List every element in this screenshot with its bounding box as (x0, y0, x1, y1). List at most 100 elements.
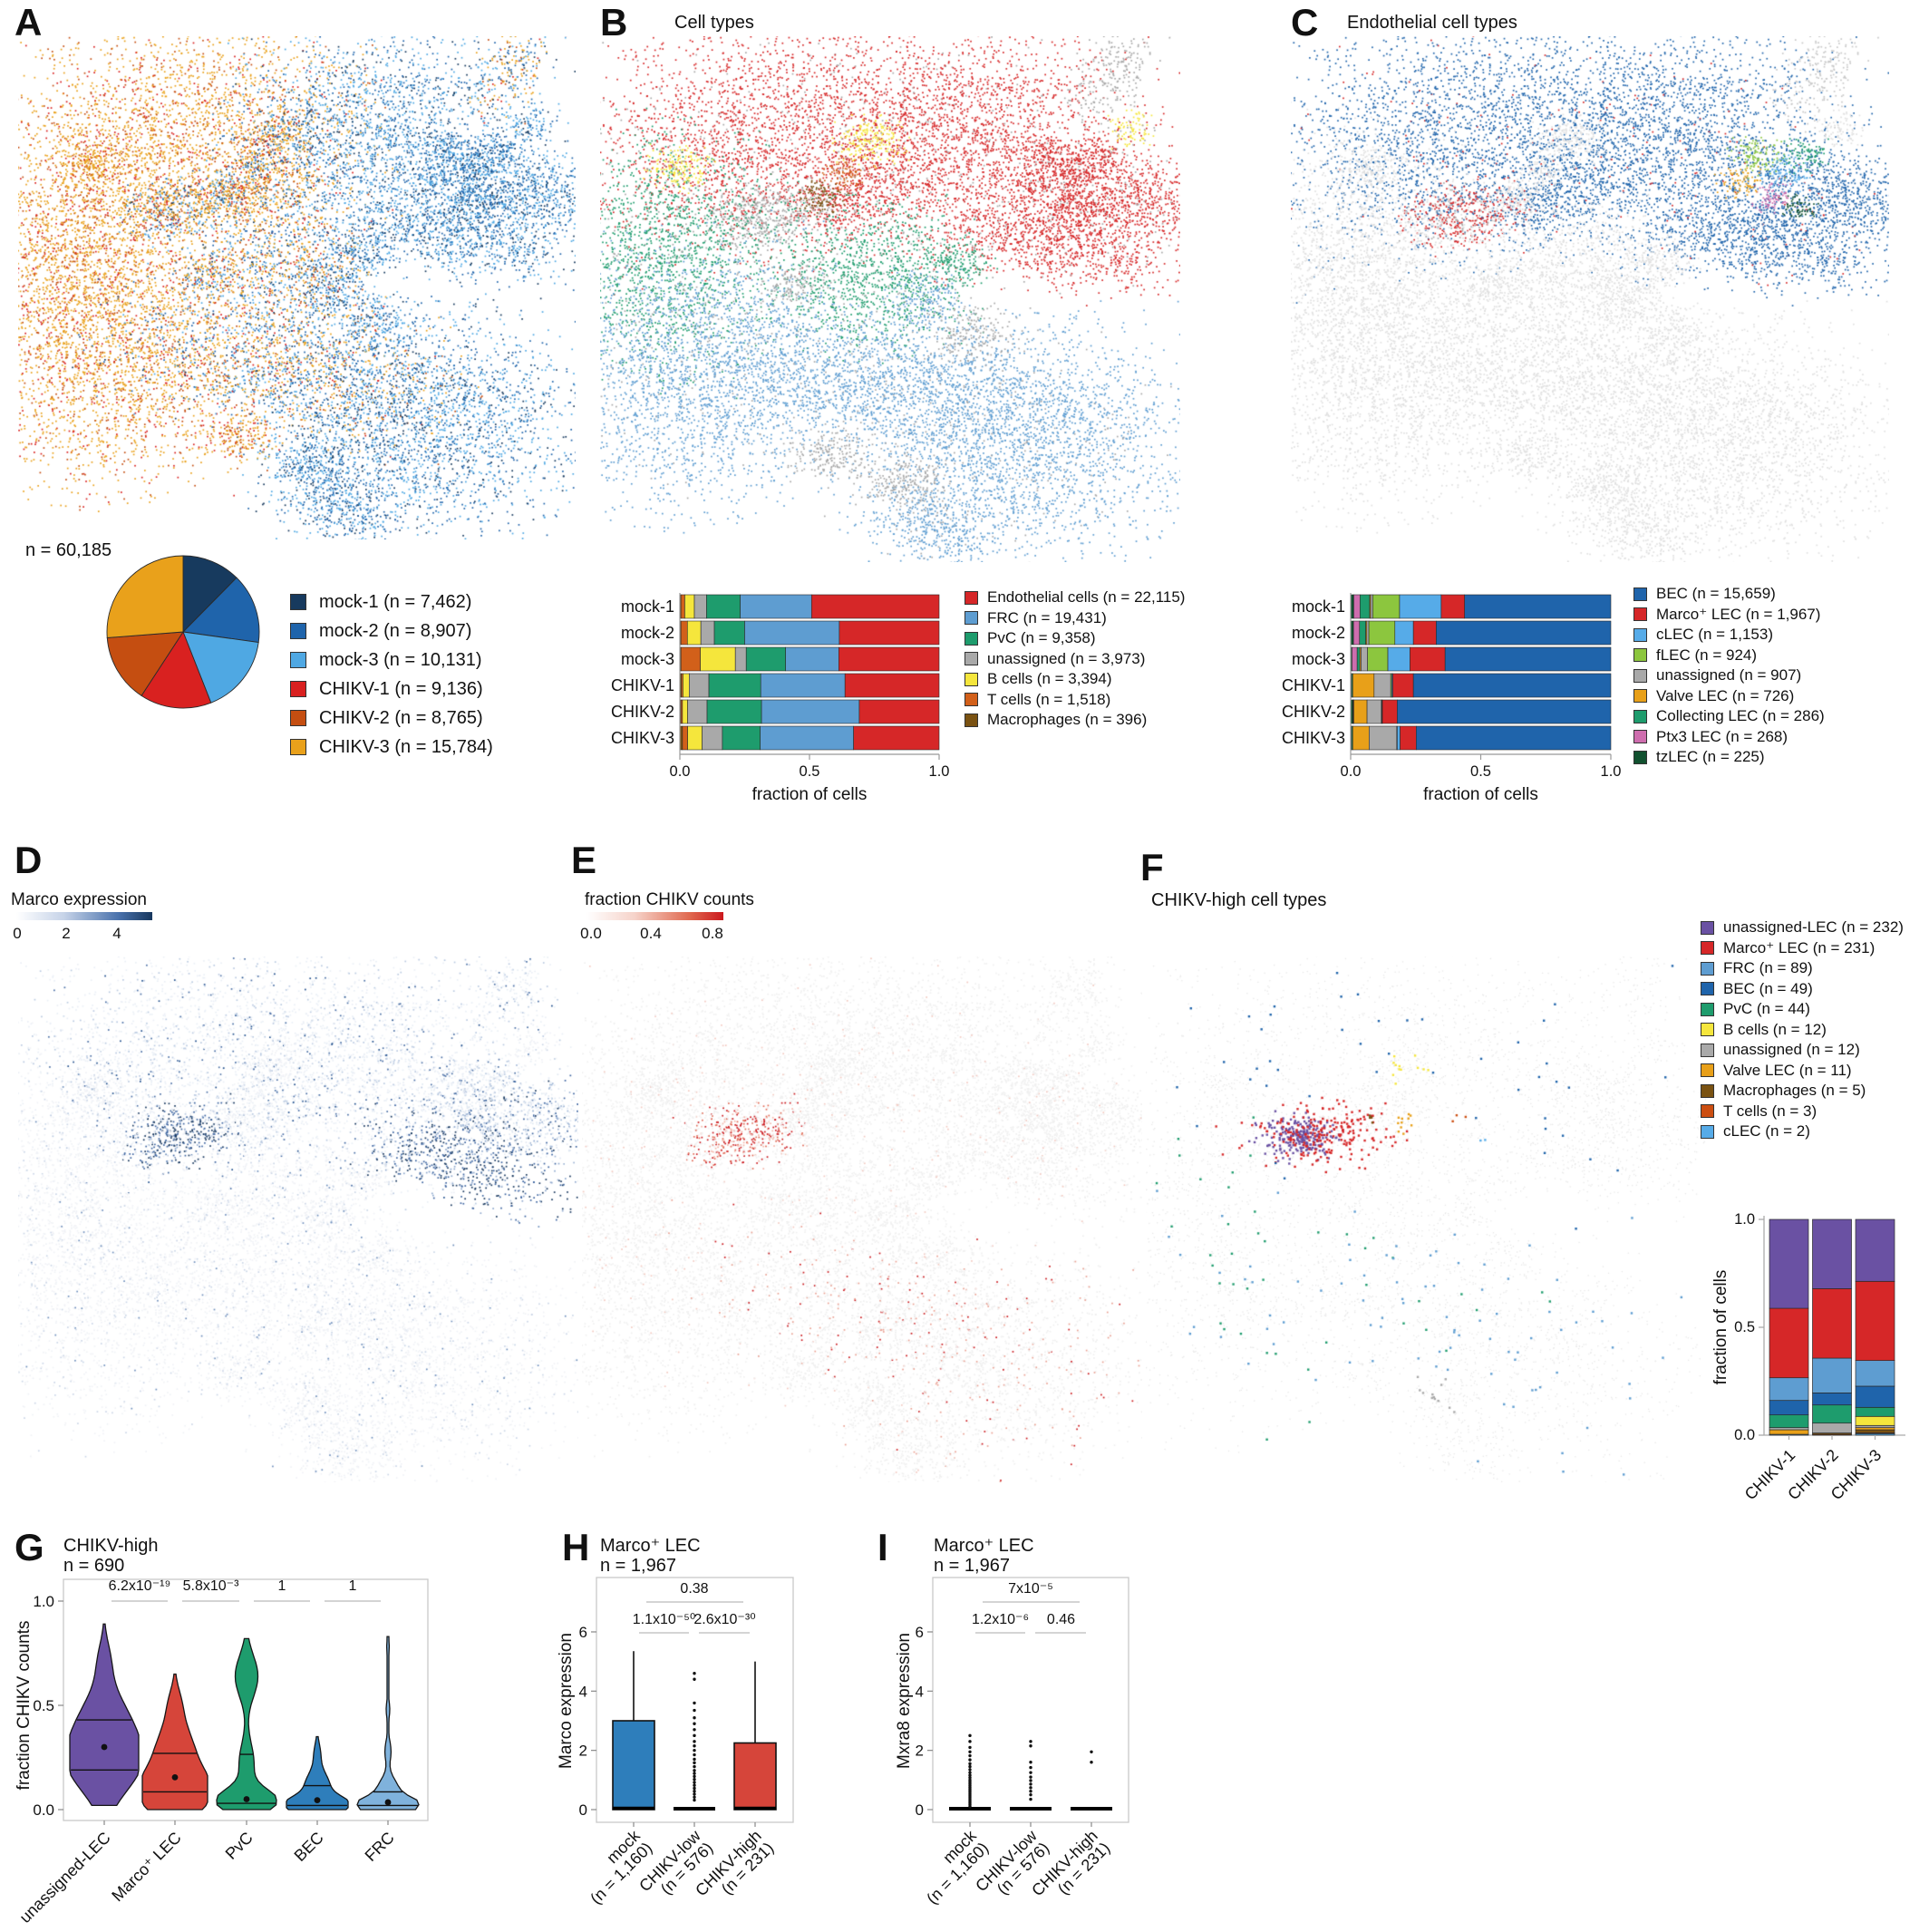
svg-text:1.0: 1.0 (1734, 1211, 1755, 1228)
bar-segment (684, 594, 695, 619)
svg-text:mock(n = 1,160): mock(n = 1,160) (575, 1826, 656, 1908)
svg-text:BEC: BEC (291, 1829, 327, 1865)
svg-text:CHIKV-high(n = 231): CHIKV-high(n = 231) (1028, 1827, 1113, 1912)
bar-segment (708, 673, 761, 698)
bar-segment (1440, 594, 1466, 619)
violin-mean-dot (171, 1773, 179, 1781)
bar-segment (734, 646, 747, 672)
bar-segment (693, 594, 707, 619)
svg-text:CHIKV-3: CHIKV-3 (1282, 729, 1345, 747)
pie-slice-mock-3 (182, 631, 259, 704)
bar-segment (682, 699, 688, 724)
bar-segment (1855, 1406, 1895, 1417)
legend-label: tzLEC (n = 225) (1656, 748, 1765, 766)
bar-segment (1399, 594, 1442, 619)
legend-item: mock-1 (n = 7,462) (290, 587, 493, 616)
bar-segment (1769, 1307, 1809, 1379)
violin-PvC (216, 1637, 277, 1811)
legend-swatch (1701, 1023, 1714, 1037)
bar-segment (1436, 620, 1612, 646)
svg-text:0.38: 0.38 (680, 1581, 708, 1597)
bar-segment (760, 725, 854, 751)
colorbar-tick: 0.8 (702, 925, 723, 942)
svg-text:mock-2: mock-2 (621, 624, 674, 642)
bar-segment (1412, 673, 1612, 698)
bar-segment (1373, 673, 1391, 698)
chikv-fraction-colorbar: fraction CHIKV counts 0.0 0.4 0.8 (580, 890, 784, 945)
legend-label: PvC (n = 44) (1723, 1000, 1810, 1018)
svg-text:4: 4 (916, 1683, 924, 1700)
legend-label: Valve LEC (n = 11) (1723, 1061, 1852, 1079)
violin-Marco⁺ LEC (141, 1673, 208, 1811)
legend-item: B cells (n = 12) (1701, 1020, 1904, 1041)
bar-segment (1855, 1280, 1895, 1362)
legend-swatch (1701, 1083, 1714, 1098)
bar-segment (1855, 1360, 1895, 1387)
bar-segment (844, 673, 940, 698)
violin-mean-dot (101, 1743, 108, 1751)
bar-segment (838, 620, 940, 646)
legend-item: CHIKV-3 (n = 15,784) (290, 733, 493, 762)
svg-text:Marco⁺ LEC: Marco⁺ LEC (108, 1829, 185, 1906)
marco-expression-colorbar: Marco expression 0 2 4 (11, 890, 192, 945)
panel-b-letter: B (600, 1, 628, 44)
bar-segment (1464, 594, 1612, 619)
svg-text:0.0: 0.0 (1734, 1427, 1755, 1443)
legend-item: unassigned (n = 907) (1633, 665, 1825, 686)
violin-mean-dot (243, 1796, 250, 1802)
colorbar-d-title: Marco expression (11, 890, 147, 909)
legend-item: T cells (n = 3) (1701, 1102, 1904, 1122)
legend-item: unassigned (n = 3,973) (964, 649, 1185, 670)
legend-label: FRC (n = 89) (1723, 959, 1813, 977)
legend-swatch (1701, 1104, 1714, 1119)
bar-segment (1366, 620, 1370, 646)
celltype-fraction-bars: mock-1 mock-2 mock-3 CHIKV-1 CHIKV-2 CHIKV-3 0… (611, 593, 949, 804)
panel-g-subtitle: n = 690 (63, 1556, 125, 1576)
bar-segment (682, 725, 688, 751)
bar-segment (1812, 1288, 1852, 1359)
svg-text:6: 6 (916, 1624, 924, 1641)
panel-e-letter: E (571, 839, 597, 881)
bar-segment (1387, 646, 1410, 672)
legend-item: BEC (n = 15,659) (1633, 584, 1825, 605)
legend-item: CHIKV-2 (n = 8,765) (290, 704, 493, 733)
legend-label: T cells (n = 1,518) (987, 690, 1111, 708)
bar-segment (700, 646, 736, 672)
legend-label: Marco⁺ LEC (n = 231) (1723, 938, 1876, 956)
legend-label: mock-1 (n = 7,462) (319, 591, 472, 612)
bar-segment (1812, 1422, 1852, 1433)
legend-item: CHIKV-1 (n = 9,136) (290, 675, 493, 704)
bar-segment (1397, 725, 1401, 751)
legend-swatch (964, 590, 978, 605)
svg-text:0.5: 0.5 (33, 1697, 54, 1714)
bar-segment (1352, 646, 1358, 672)
legend-samples: mock-1 (n = 7,462) mock-2 (n = 8,907) mock… (290, 587, 493, 762)
bar-segment (1356, 646, 1361, 672)
legend-label: FRC (n = 19,431) (987, 608, 1107, 626)
bar-segment (744, 620, 840, 646)
bar-segment (1368, 620, 1396, 646)
bar-segment (1397, 699, 1612, 724)
panel-d-letter: D (15, 839, 43, 881)
pie-count-label: n = 60,185 (25, 540, 112, 560)
panel-i-letter: I (877, 1526, 888, 1568)
bar-segment (838, 646, 940, 672)
svg-text:6.2x10⁻¹⁹: 6.2x10⁻¹⁹ (109, 1578, 171, 1594)
legend-item: fLEC (n = 924) (1633, 646, 1825, 666)
svg-text:unassigned-LEC: unassigned-LEC (16, 1829, 114, 1927)
legend-item: T cells (n = 1,518) (964, 690, 1185, 711)
legend-swatch (1633, 648, 1647, 663)
svg-text:CHIKV-1: CHIKV-1 (1282, 676, 1345, 694)
panel-f-letter: F (1140, 846, 1164, 888)
svg-text:1.2x10⁻⁶: 1.2x10⁻⁶ (972, 1612, 1029, 1627)
legend-swatch (1701, 941, 1714, 956)
legend-swatch (1633, 730, 1647, 744)
svg-text:mock-2: mock-2 (1292, 624, 1345, 642)
bar-segment (713, 620, 745, 646)
svg-text:2: 2 (916, 1743, 924, 1760)
panel-g-letter: G (15, 1526, 44, 1568)
legend-swatch (1701, 982, 1714, 996)
pie-slice-CHIKV-1 (141, 631, 212, 709)
legend-label: BEC (n = 49) (1723, 979, 1813, 997)
svg-text:fraction CHIKV counts: fraction CHIKV counts (15, 1621, 34, 1791)
